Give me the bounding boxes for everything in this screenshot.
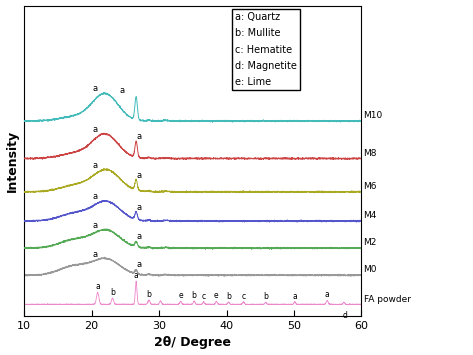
Text: a: a — [136, 203, 141, 212]
Text: a: a — [92, 161, 97, 170]
Text: c: c — [201, 291, 206, 301]
Text: a: Quartz
b: Mullite
c: Hematite
d: Magnetite
e: Lime: a: Quartz b: Mullite c: Hematite d: Magn… — [235, 12, 297, 87]
Text: M8: M8 — [364, 149, 377, 158]
Text: M6: M6 — [364, 182, 377, 191]
Text: a: a — [136, 132, 141, 141]
Text: a: a — [136, 171, 141, 180]
Text: b: b — [263, 292, 268, 301]
Text: a: a — [136, 233, 141, 241]
Text: b: b — [226, 291, 231, 301]
Text: M2: M2 — [364, 238, 377, 247]
Text: a: a — [324, 290, 330, 299]
Text: c: c — [241, 291, 245, 301]
Text: d: d — [342, 311, 347, 320]
Text: e: e — [214, 291, 219, 300]
Text: a: a — [134, 271, 139, 280]
Text: a: a — [119, 86, 124, 95]
Text: FA powder: FA powder — [364, 295, 411, 304]
Text: a: a — [92, 221, 97, 230]
Text: b: b — [192, 291, 197, 300]
Text: a: a — [92, 84, 97, 93]
Text: M4: M4 — [364, 211, 377, 220]
Y-axis label: Intensity: Intensity — [6, 130, 18, 192]
Text: a: a — [136, 260, 141, 269]
Text: a: a — [292, 291, 297, 301]
Text: a: a — [95, 283, 100, 291]
X-axis label: 2θ/ Degree: 2θ/ Degree — [154, 337, 231, 349]
Text: a: a — [92, 192, 97, 201]
Text: a: a — [92, 250, 97, 259]
Text: e: e — [178, 291, 183, 300]
Text: a: a — [92, 125, 97, 134]
Text: M0: M0 — [364, 265, 377, 274]
Text: b: b — [147, 290, 151, 299]
Text: b: b — [110, 288, 115, 297]
Text: M10: M10 — [364, 111, 383, 120]
